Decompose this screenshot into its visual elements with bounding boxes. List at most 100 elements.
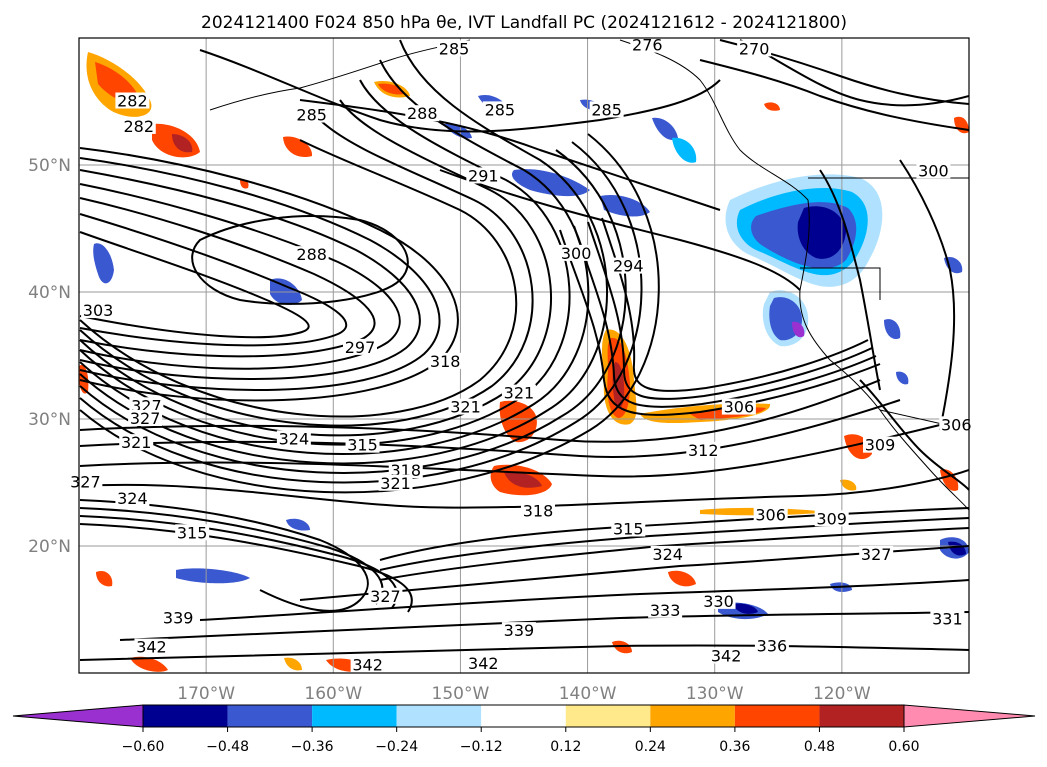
- contour-label-backdrop: [501, 622, 536, 639]
- contour-line: [79, 399, 901, 458]
- contour-label-backdrop: [345, 436, 380, 453]
- contour-label: 288: [296, 245, 327, 264]
- contour-label: 327: [130, 409, 161, 428]
- contour-label-backdrop: [448, 398, 483, 415]
- contour-label: 306: [941, 415, 972, 434]
- contour-label-backdrop: [589, 101, 624, 118]
- contour-label: 285: [591, 100, 622, 119]
- contour-label: 331: [932, 610, 963, 629]
- colorbar-segment: [819, 705, 904, 727]
- contour-label-backdrop: [121, 117, 156, 134]
- contour-label-backdrop: [814, 510, 849, 527]
- colorbar-tick-label: 0.12: [550, 739, 581, 755]
- contour-label: 315: [347, 436, 378, 455]
- contour-label-backdrop: [863, 436, 897, 453]
- contour-label: 321: [450, 398, 481, 417]
- contour-label-backdrop: [630, 36, 665, 53]
- contour-label-backdrop: [611, 257, 646, 274]
- contour-label: 324: [652, 545, 683, 564]
- contour-line: [79, 149, 627, 474]
- contour-label: 306: [724, 398, 755, 417]
- colorbar-segment: [734, 705, 820, 727]
- contour-label: 342: [352, 655, 383, 674]
- contour-label: 270: [739, 39, 770, 58]
- contour-line: [439, 169, 801, 291]
- contour-line: [859, 379, 969, 491]
- anomaly-patch: [284, 657, 302, 671]
- contour-line: [79, 59, 590, 456]
- contour-label: 276: [632, 36, 663, 55]
- colorbar-tick-label: −0.60: [122, 739, 165, 755]
- colorbar-over-extension: [903, 704, 1036, 728]
- contour-line: [79, 141, 643, 484]
- anomaly-patch: [672, 137, 697, 163]
- contour-label-backdrop: [930, 610, 965, 627]
- contour-label-backdrop: [115, 490, 150, 507]
- contour-label: 342: [711, 646, 742, 665]
- axis-ticks: 170°W 160°W 150°W 140°W 130°W 120°W 50°N 40°N 30…: [28, 156, 871, 704]
- chart-title: 2024121400 F024 850 hPa θe, IVT Landfall…: [201, 13, 847, 33]
- colorbar-tick-label: 0.24: [635, 739, 666, 755]
- contour-label: 309: [816, 509, 847, 528]
- anomaly-patch: [652, 117, 678, 140]
- anomaly-patch: [896, 371, 909, 385]
- colorbar-segment: [143, 705, 228, 727]
- contour-label: 315: [177, 523, 208, 542]
- map-area: 285 276 270 282 282 285 288 285 285 300 291 288 300 2…: [68, 36, 974, 674]
- contour-label: 318: [523, 502, 554, 521]
- contour-label: 315: [613, 519, 644, 538]
- contour-line: [79, 139, 518, 418]
- contour-label-backdrop: [129, 397, 164, 414]
- contour-label-backdrop: [81, 302, 116, 319]
- contour-label: 312: [688, 441, 719, 460]
- contour-line: [119, 611, 969, 641]
- colorbar-segment: [396, 705, 482, 727]
- anomaly-patch: [93, 243, 114, 284]
- colorbar-segment: [650, 705, 735, 727]
- contour-label-backdrop: [134, 638, 169, 655]
- contour-label-backdrop: [559, 244, 594, 261]
- colorbar-tick-label: 0.60: [888, 739, 919, 755]
- contour-line: [79, 523, 413, 613]
- contour-label: 294: [613, 257, 644, 276]
- contour-label: 282: [123, 117, 154, 136]
- anomaly-patch: [378, 83, 404, 95]
- border-line: [800, 267, 881, 300]
- contour-line: [79, 379, 881, 443]
- contour-line: [299, 99, 721, 211]
- contour-line: [587, 221, 873, 400]
- contour-line: [79, 157, 441, 392]
- contour-label: 330: [703, 592, 734, 611]
- contour-label-backdrop: [128, 410, 163, 426]
- contour-line: [819, 169, 881, 391]
- contour-label-backdrop: [119, 434, 154, 451]
- contour-label-backdrop: [378, 474, 413, 491]
- contour-label-backdrop: [350, 656, 385, 673]
- contour-label-backdrop: [294, 246, 329, 263]
- contour-label-backdrop: [115, 92, 150, 109]
- colorbar-tick-label: −0.24: [375, 739, 418, 755]
- contour-label: 300: [918, 161, 949, 180]
- contour-label: 285: [485, 100, 516, 119]
- contour-label: 297: [345, 338, 376, 357]
- anomaly-patch: [884, 319, 901, 340]
- contour-label: 333: [650, 601, 681, 620]
- negative-anomaly-patches: [93, 94, 969, 620]
- contour-line: [899, 159, 956, 431]
- anomaly-patch: [130, 656, 168, 672]
- contour-label-backdrop: [916, 162, 951, 179]
- contour-label: 321: [121, 433, 152, 452]
- contour-label: 327: [861, 545, 892, 564]
- colorbar-segment: [227, 705, 313, 727]
- coastline-path: [209, 39, 471, 111]
- lat-tick-label: 40°N: [28, 283, 71, 303]
- contour-label-backdrop: [753, 506, 788, 523]
- colorbar-segment: [565, 705, 651, 727]
- contour-line: [79, 419, 961, 478]
- anomaly-patch: [504, 471, 542, 488]
- colorbar-tick-label: 0.48: [804, 739, 835, 755]
- contour-line: [199, 49, 721, 133]
- lon-tick-label: 160°W: [304, 684, 362, 704]
- contour-label-backdrop: [709, 647, 744, 664]
- contour-label: 303: [83, 301, 114, 320]
